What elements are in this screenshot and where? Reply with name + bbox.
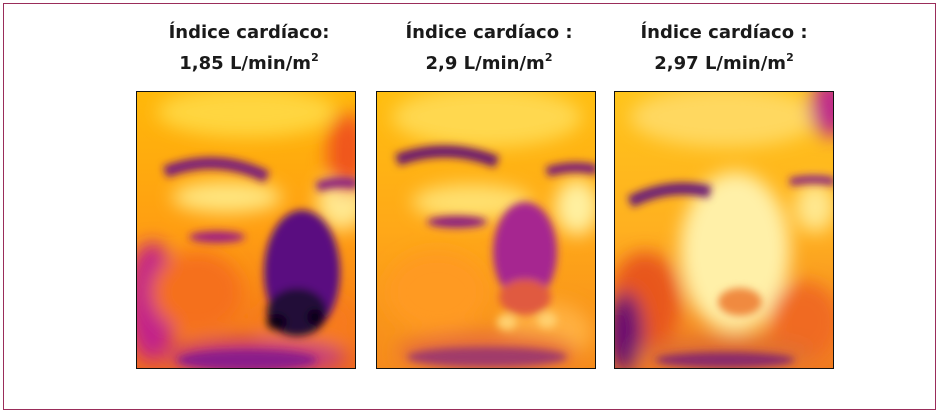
thermal-image-1 [136, 91, 356, 369]
thermal-face-3 [615, 92, 833, 368]
thermal-face-1 [137, 92, 355, 368]
figure-frame: Índice cardíaco: 1,85 L/min/m2 Índice ca… [3, 3, 936, 410]
caption-1-value: 1,85 L/min/m [179, 53, 312, 74]
caption-2-title: Índice cardíaco : [405, 22, 573, 43]
thermal-image-2 [376, 91, 596, 369]
caption-3-sup: 2 [786, 51, 794, 64]
caption-1: Índice cardíaco: 1,85 L/min/m2 [129, 20, 369, 77]
caption-3-title: Índice cardíaco : [640, 22, 808, 43]
thermal-image-3 [614, 91, 834, 369]
caption-1-title: Índice cardíaco: [168, 22, 330, 43]
caption-1-value-line: 1,85 L/min/m2 [129, 46, 369, 77]
caption-1-sup: 2 [311, 51, 319, 64]
caption-3: Índice cardíaco : 2,97 L/min/m2 [604, 20, 844, 77]
caption-2: Índice cardíaco : 2,9 L/min/m2 [369, 20, 609, 77]
caption-2-value: 2,9 L/min/m [425, 53, 545, 74]
caption-3-value-line: 2,97 L/min/m2 [604, 46, 844, 77]
caption-2-sup: 2 [544, 51, 553, 64]
caption-2-value-line: 2,9 L/min/m2 [369, 46, 609, 77]
caption-3-value: 2,97 L/min/m [654, 53, 787, 74]
thermal-face-2 [377, 92, 595, 368]
